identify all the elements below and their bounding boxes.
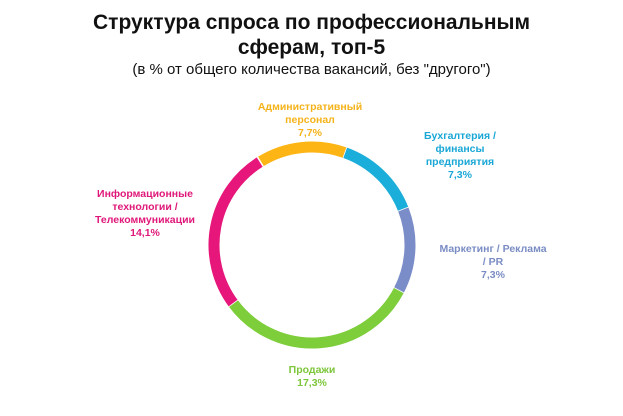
chart-title-line2: сферам, топ-5 bbox=[237, 36, 386, 59]
label-sales-value: 17,3% bbox=[297, 377, 327, 389]
label-admin-name1: Административный bbox=[257, 101, 363, 113]
label-accounting-value: 7,3% bbox=[448, 169, 472, 181]
label-accounting-name1: Бухгалтерия / bbox=[424, 130, 496, 142]
segment-admin bbox=[257, 141, 348, 167]
label-marketing: Маркетинг / Реклама / PR 7,3% bbox=[423, 243, 563, 282]
segment-separator bbox=[256, 155, 265, 168]
label-admin-value: 7,7% bbox=[298, 127, 322, 139]
segment-sales bbox=[228, 287, 404, 349]
chart-title-line1: Структура спроса по профессиональным bbox=[93, 11, 530, 34]
label-it: Информационные технологии / Телекоммуник… bbox=[72, 188, 218, 240]
label-it-name1: Информационные bbox=[97, 188, 193, 200]
label-accounting-name2: финансы bbox=[435, 143, 485, 155]
donut-segments bbox=[208, 141, 416, 349]
label-admin: Административный персонал 7,7% bbox=[238, 101, 382, 140]
chart-subtitle: (в % от общего количества вакансий, без … bbox=[132, 61, 491, 78]
label-it-name3: Телекоммуникации bbox=[95, 214, 195, 226]
label-it-name2: технологии / bbox=[112, 201, 178, 213]
label-it-value: 14,1% bbox=[130, 227, 160, 239]
segment-accounting bbox=[343, 147, 409, 212]
segment-marketing bbox=[393, 207, 416, 294]
label-sales-name: Продажи bbox=[288, 364, 336, 376]
label-marketing-value: 7,3% bbox=[481, 269, 505, 281]
label-marketing-name2: / PR bbox=[482, 256, 504, 268]
segment-it bbox=[208, 157, 264, 307]
label-accounting-name3: предприятия bbox=[425, 156, 495, 168]
label-marketing-name1: Маркетинг / Реклама bbox=[439, 243, 547, 255]
label-admin-name2: персонал bbox=[285, 114, 335, 126]
label-sales: Продажи 17,3% bbox=[262, 364, 362, 390]
label-accounting: Бухгалтерия / финансы предприятия 7,3% bbox=[404, 130, 516, 182]
